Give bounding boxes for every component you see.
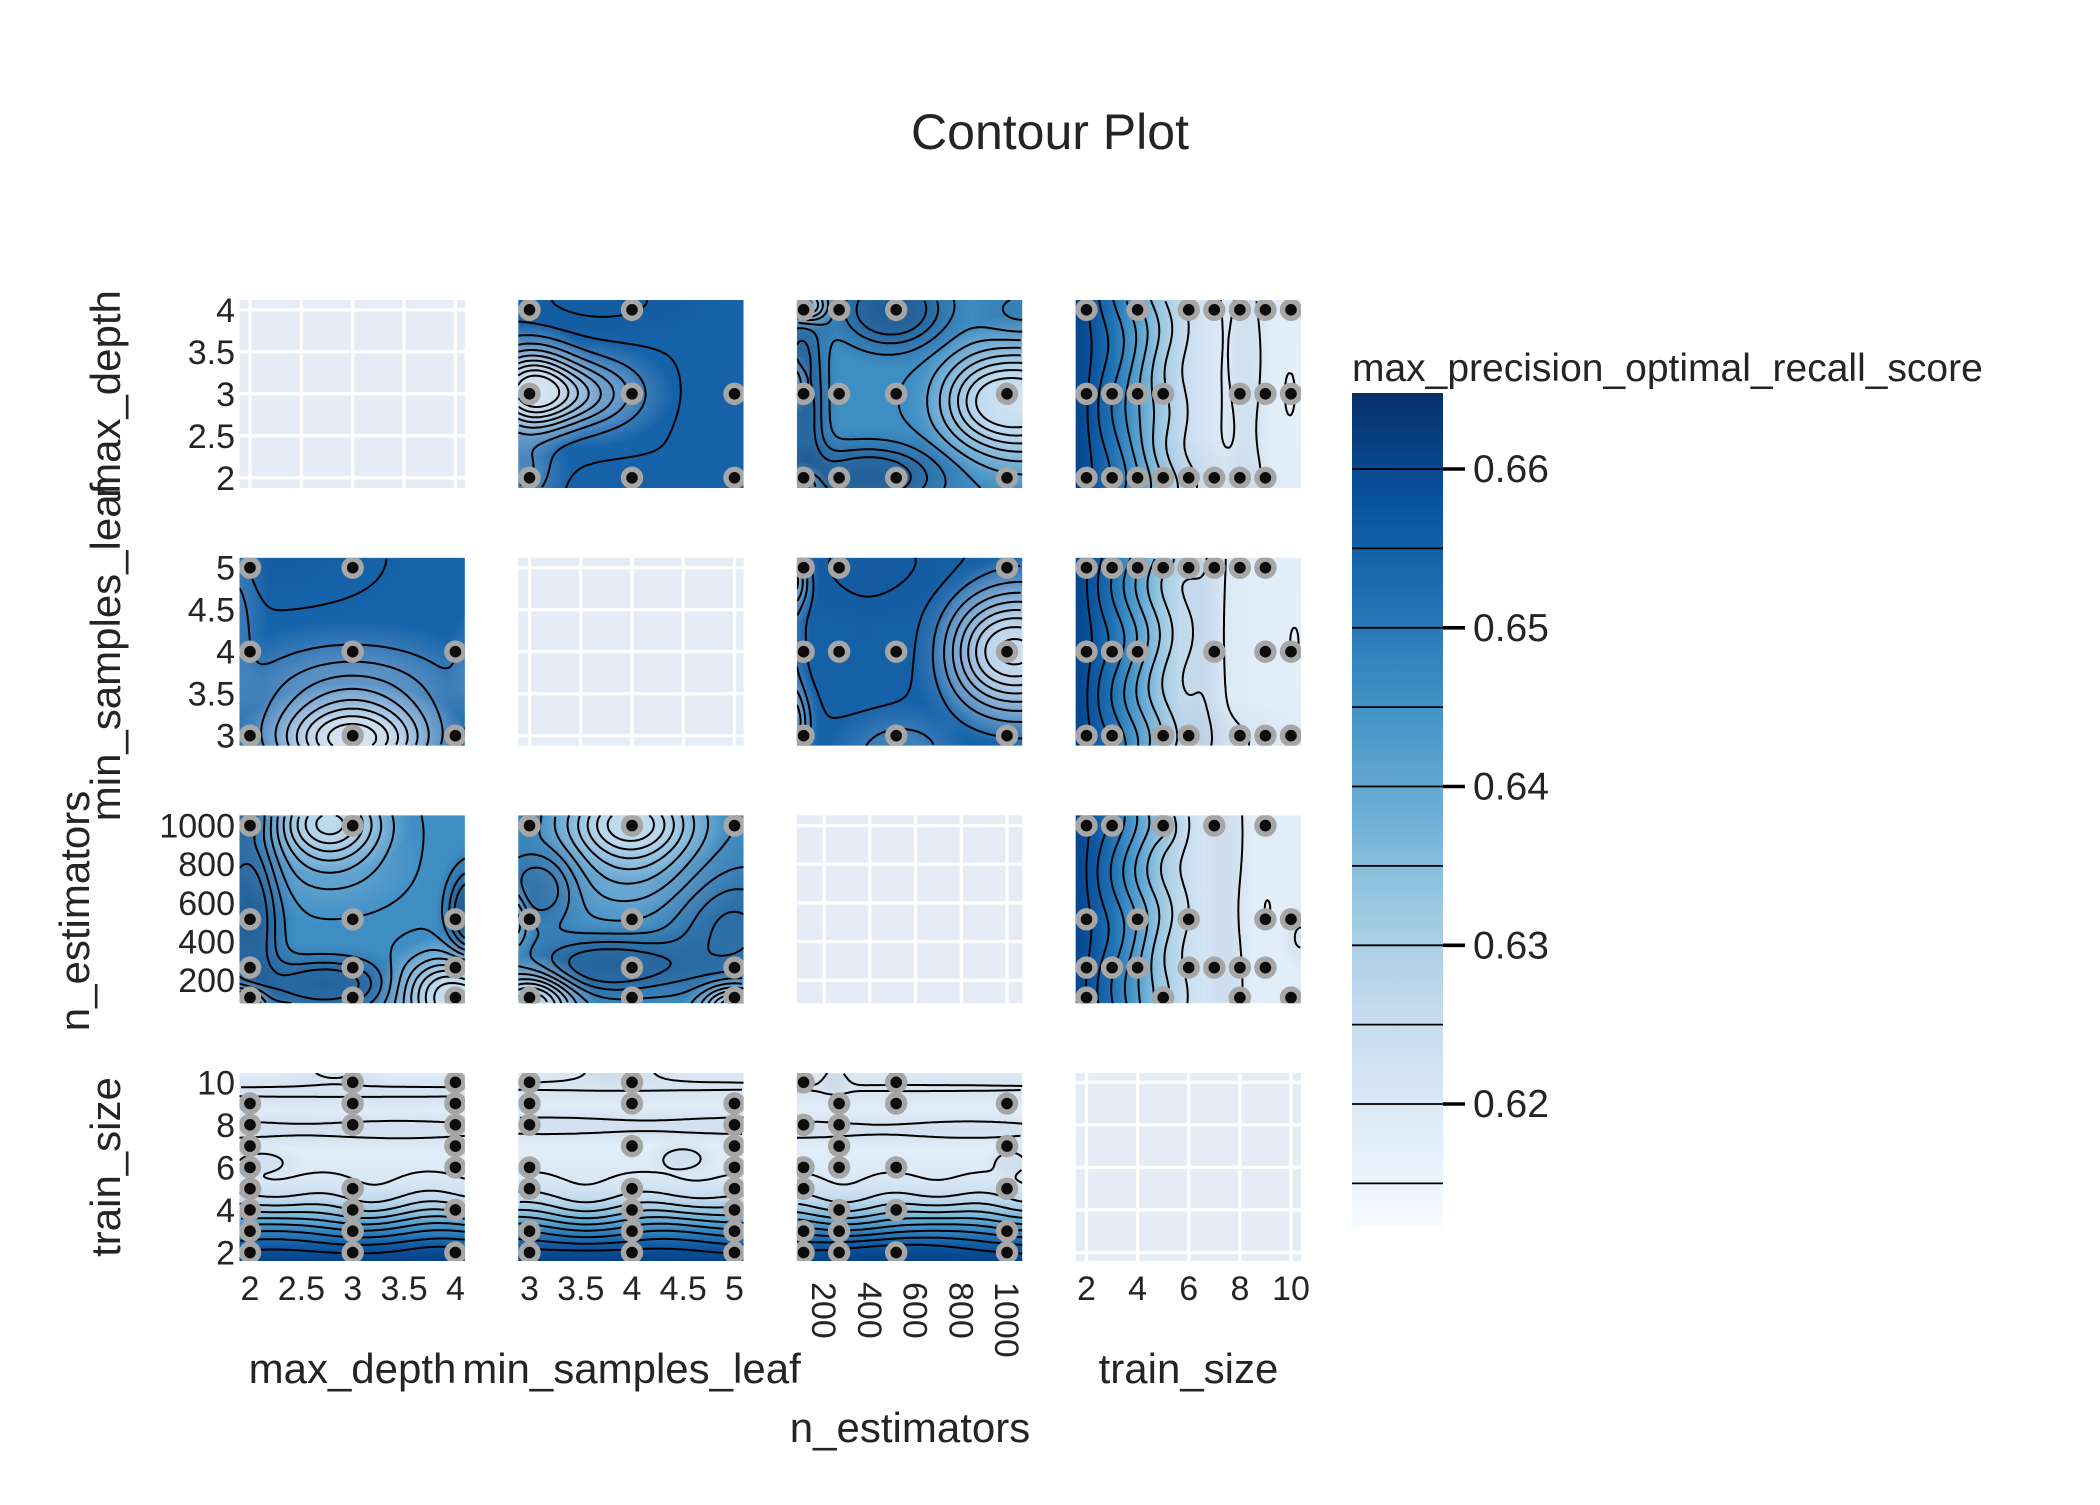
svg-text:4: 4 [446, 1270, 465, 1308]
svg-text:400: 400 [850, 1282, 888, 1339]
svg-text:2: 2 [241, 1270, 260, 1308]
svg-text:1000: 1000 [159, 808, 235, 846]
svg-text:600: 600 [896, 1282, 934, 1339]
svg-text:Contour Plot: Contour Plot [911, 104, 1189, 160]
svg-text:800: 800 [178, 846, 235, 884]
svg-text:4.5: 4.5 [660, 1270, 707, 1308]
svg-text:3: 3 [216, 718, 235, 756]
svg-text:3.5: 3.5 [557, 1270, 604, 1308]
svg-text:2: 2 [216, 1235, 235, 1273]
svg-text:400: 400 [178, 924, 235, 962]
svg-text:4: 4 [216, 292, 235, 330]
svg-text:min_samples_leaf: min_samples_leaf [462, 1345, 801, 1392]
svg-text:3: 3 [343, 1270, 362, 1308]
svg-text:2: 2 [216, 460, 235, 498]
svg-text:3.5: 3.5 [188, 334, 235, 372]
svg-text:6: 6 [216, 1149, 235, 1187]
svg-text:200: 200 [804, 1282, 842, 1339]
svg-text:3: 3 [520, 1270, 539, 1308]
svg-text:0.66: 0.66 [1473, 448, 1549, 491]
svg-text:8: 8 [216, 1107, 235, 1145]
svg-text:3.5: 3.5 [380, 1270, 427, 1308]
svg-text:max_depth: max_depth [82, 290, 129, 498]
svg-text:0.62: 0.62 [1473, 1083, 1549, 1126]
svg-text:0.63: 0.63 [1473, 924, 1549, 967]
svg-text:4: 4 [216, 634, 235, 672]
svg-text:4: 4 [216, 1192, 235, 1230]
svg-text:4: 4 [623, 1270, 642, 1308]
svg-text:6: 6 [1179, 1270, 1198, 1308]
svg-text:2.5: 2.5 [188, 418, 235, 456]
svg-text:10: 10 [1272, 1270, 1310, 1308]
svg-text:min_samples_leaf: min_samples_leaf [82, 482, 129, 821]
svg-text:3.5: 3.5 [188, 676, 235, 714]
svg-text:3: 3 [216, 376, 235, 414]
svg-text:8: 8 [1230, 1270, 1249, 1308]
svg-text:4.5: 4.5 [188, 592, 235, 630]
svg-text:2: 2 [1077, 1270, 1096, 1308]
svg-text:0.64: 0.64 [1473, 766, 1549, 809]
svg-text:n_estimators: n_estimators [51, 791, 98, 1031]
svg-text:max_depth: max_depth [249, 1345, 457, 1392]
svg-text:max_precision_optimal_recall_s: max_precision_optimal_recall_score [1352, 347, 1983, 390]
svg-text:5: 5 [216, 550, 235, 588]
svg-text:10: 10 [197, 1064, 235, 1102]
svg-text:200: 200 [178, 962, 235, 1000]
svg-text:4: 4 [1128, 1270, 1147, 1308]
svg-text:2.5: 2.5 [278, 1270, 325, 1308]
svg-text:0.65: 0.65 [1473, 607, 1549, 650]
svg-text:5: 5 [725, 1270, 744, 1308]
svg-text:n_estimators: n_estimators [790, 1404, 1030, 1451]
svg-text:600: 600 [178, 885, 235, 923]
svg-text:train_size: train_size [1099, 1345, 1279, 1392]
svg-text:800: 800 [941, 1282, 979, 1339]
svg-text:train_size: train_size [82, 1077, 129, 1257]
svg-text:1000: 1000 [987, 1282, 1025, 1358]
